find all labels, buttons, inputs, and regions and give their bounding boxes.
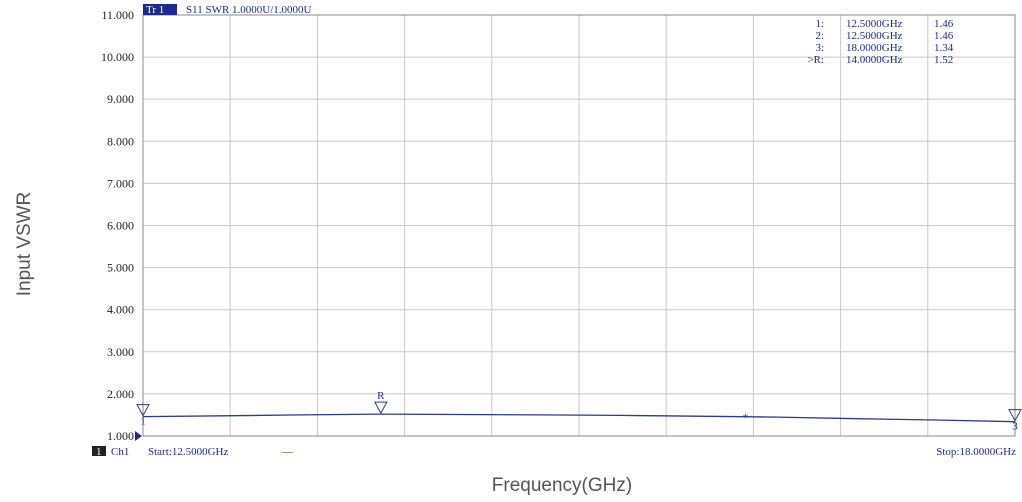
trace-line	[142, 413, 1016, 423]
y-tick-label: 1.000	[107, 429, 134, 443]
marker-table: 1: 12.5000GHz 1.46 2: 12.5000GHz 1.46 3: 18.000…	[807, 18, 953, 66]
plot-frame	[142, 14, 1016, 437]
y-tick-label: 11.000	[101, 8, 134, 22]
marker-table-value: 1.52	[934, 54, 953, 66]
y-tick-label: 4.000	[107, 303, 134, 317]
y-tick-label: 6.000	[107, 219, 134, 233]
y-tick-label: 10.000	[101, 50, 134, 64]
marker-table-frequency: 14.0000GHz	[846, 54, 903, 66]
trace-tag[interactable]: Tr 1	[146, 4, 164, 16]
grid	[143, 15, 1015, 436]
channel-badge-bg	[92, 446, 106, 456]
y-tick-label: 9.000	[107, 92, 134, 106]
marker-plus: +	[742, 411, 748, 423]
marker-label: R	[377, 390, 385, 402]
reference-level-arrow	[135, 431, 142, 441]
stop-frequency: Stop:18.0000GHz	[936, 446, 1016, 458]
marker-table-value: 1.46	[934, 30, 954, 42]
marker-triangle	[136, 404, 150, 417]
y-tick-label: 5.000	[107, 261, 134, 275]
marker-triangle	[1008, 409, 1022, 422]
marker-label: 1	[140, 416, 146, 428]
trace-tag-bg	[143, 4, 177, 15]
marker-table-id: 3:	[815, 42, 824, 54]
marker-table-id: 2:	[815, 30, 824, 42]
marker-table-id: 1:	[815, 18, 824, 30]
marker-table-id: >R:	[807, 54, 824, 66]
y-tick-label: 3.000	[107, 345, 134, 359]
series-group	[142, 413, 1016, 423]
marker-table-value: 1.46	[934, 18, 954, 30]
marker-table-frequency: 18.0000GHz	[846, 42, 903, 54]
start-dash: —	[281, 446, 294, 458]
markers-group: 1 3 R +	[135, 390, 1022, 441]
y-tick-label: 7.000	[107, 176, 134, 190]
start-frequency: Start:12.5000GHz	[148, 446, 228, 458]
y-tick-label: 2.000	[107, 387, 134, 401]
channel-label[interactable]: Ch1	[111, 446, 129, 458]
marker-triangle	[373, 401, 388, 415]
marker-table-value: 1.34	[934, 42, 954, 54]
marker-table-frequency: 12.5000GHz	[846, 18, 903, 30]
marker-label: 3	[1012, 421, 1018, 433]
marker-table-frequency: 12.5000GHz	[846, 30, 903, 42]
trace-info: S11 SWR 1.0000U/1.0000U	[186, 4, 312, 16]
channel-badge: 1	[96, 446, 102, 458]
x-axis-title: Frequency(GHz)	[492, 475, 632, 496]
y-tick-labels: 1.000 2.000 3.000 4.000 5.000 6.000 7.000 8.000…	[101, 8, 134, 443]
y-tick-label: 8.000	[107, 134, 134, 148]
y-axis-title: Input VSWR	[14, 192, 35, 297]
